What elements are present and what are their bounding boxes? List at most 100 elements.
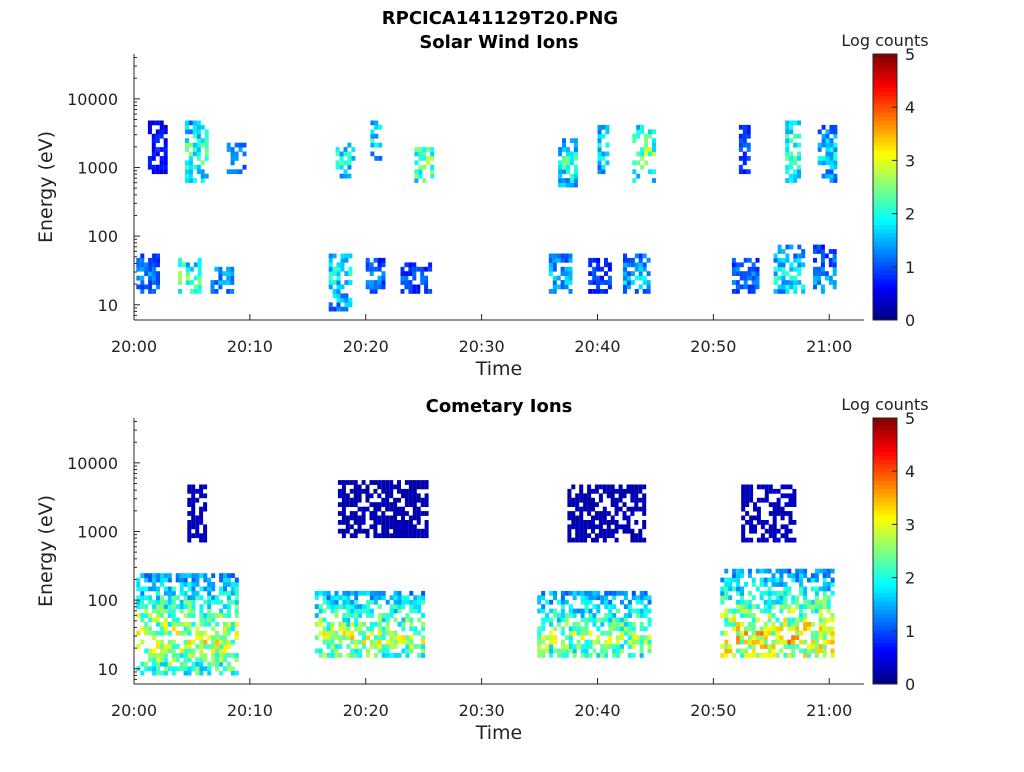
- data-cell: [756, 537, 761, 543]
- data-cell: [789, 173, 794, 179]
- data-cell: [789, 284, 794, 290]
- data-cell: [591, 515, 595, 521]
- data-cell: [424, 480, 429, 485]
- data-cell: [144, 586, 149, 592]
- data-cell: [755, 568, 760, 574]
- colorbar-segment: [873, 299, 897, 304]
- data-cell: [647, 599, 652, 605]
- data-cell: [219, 657, 224, 663]
- data-cell: [720, 590, 725, 596]
- data-cell: [381, 653, 386, 658]
- data-cell: [183, 653, 188, 658]
- data-cell: [424, 511, 429, 516]
- colorbar-tick-label: 3: [905, 151, 915, 170]
- data-cell: [342, 621, 347, 627]
- data-cell: [381, 590, 386, 596]
- data-cell: [580, 653, 585, 658]
- data-cell: [326, 621, 331, 627]
- data-cell: [789, 275, 794, 281]
- data-cell: [612, 617, 617, 623]
- data-cell: [404, 520, 409, 525]
- data-cell: [783, 599, 788, 605]
- data-cell: [745, 493, 750, 499]
- data-cell: [430, 164, 435, 170]
- data-cell: [197, 284, 202, 290]
- data-cell: [620, 644, 624, 649]
- data-cell: [381, 635, 386, 640]
- data-cell: [393, 502, 398, 507]
- data-cell: [414, 178, 419, 183]
- data-cell: [736, 626, 741, 632]
- data-cell: [188, 173, 193, 179]
- data-cell: [642, 493, 647, 499]
- data-cell: [369, 289, 374, 294]
- data-cell: [573, 173, 578, 179]
- data-cell: [817, 156, 822, 161]
- data-cell: [230, 626, 235, 632]
- colorbar-tick-label: 0: [905, 675, 915, 694]
- data-cell: [404, 511, 409, 516]
- data-cell: [822, 582, 827, 587]
- colorbar-segment: [873, 74, 897, 80]
- colorbar-segment: [873, 232, 897, 238]
- data-cell: [377, 520, 382, 525]
- data-cell: [822, 617, 827, 623]
- data-cell: [215, 595, 220, 601]
- data-cell: [562, 147, 566, 152]
- data-cell: [199, 506, 204, 512]
- data-cell: [736, 568, 741, 574]
- data-cell: [361, 488, 366, 494]
- data-cell: [377, 284, 382, 290]
- data-cell: [418, 156, 423, 161]
- data-cell: [749, 497, 754, 503]
- data-cell: [833, 129, 838, 135]
- data-cell: [828, 275, 833, 281]
- data-cell: [426, 160, 431, 166]
- colorbar-tick-label: 5: [905, 45, 915, 64]
- data-cell: [744, 626, 748, 632]
- data-cell: [350, 653, 355, 658]
- data-cell: [167, 666, 172, 672]
- data-cell: [626, 520, 631, 525]
- data-cell: [389, 524, 394, 530]
- data-cell: [584, 653, 589, 658]
- data-cell: [643, 608, 648, 614]
- colorbar-tick-label: 2: [905, 205, 915, 224]
- data-cell: [623, 590, 628, 596]
- data-cell: [773, 280, 778, 285]
- data-cell: [571, 511, 576, 516]
- cluster-18: [731, 257, 760, 294]
- x-tick-label: 20:50: [690, 337, 736, 356]
- data-cell: [389, 488, 394, 494]
- data-cell: [187, 537, 192, 543]
- data-cell: [592, 257, 597, 263]
- data-cell: [777, 262, 782, 268]
- data-cell: [140, 275, 145, 281]
- data-cell: [630, 497, 635, 503]
- data-cell: [234, 653, 239, 658]
- data-cell: [223, 644, 227, 649]
- data-cell: [580, 590, 585, 596]
- y-tick-label: 10000: [67, 90, 118, 109]
- data-cell: [199, 484, 204, 490]
- data-cell: [638, 497, 643, 503]
- data-cell: [751, 617, 756, 623]
- data-cell: [821, 133, 826, 139]
- data-cell: [552, 280, 557, 285]
- data-cell: [583, 520, 588, 525]
- data-cell: [776, 511, 781, 516]
- data-cell: [747, 271, 752, 276]
- data-cell: [573, 138, 578, 143]
- data-cell: [592, 604, 597, 609]
- data-cell: [344, 257, 349, 263]
- data-cell: [155, 133, 160, 139]
- colorbar-segment: [873, 605, 897, 610]
- data-cell: [576, 630, 581, 636]
- data-cell: [195, 626, 200, 632]
- data-cell: [732, 608, 737, 614]
- data-cell: [591, 488, 595, 494]
- data-cell: [389, 608, 394, 614]
- data-cell: [397, 639, 402, 645]
- data-cell: [140, 670, 145, 676]
- data-cell: [341, 497, 346, 503]
